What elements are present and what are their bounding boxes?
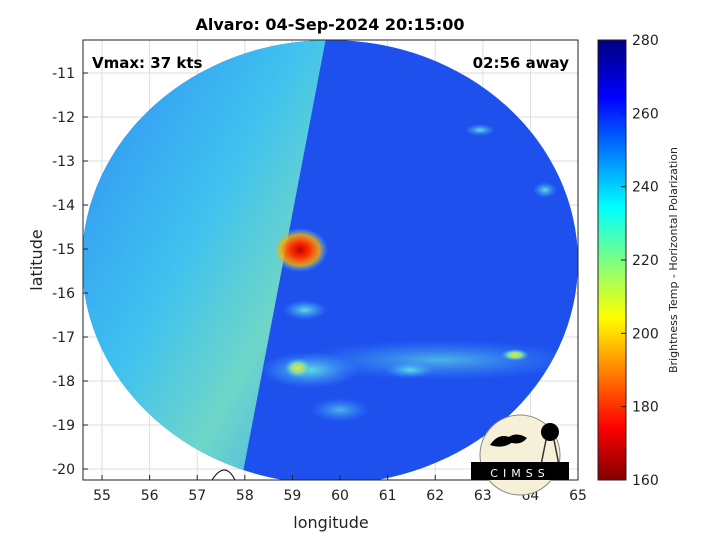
- y-tick-label: -13: [52, 154, 75, 170]
- y-tick-label: -20: [52, 462, 75, 478]
- logo-text: CIMSS: [490, 467, 549, 480]
- x-ticks: 55 56 57 58 59 60 61 62 63 64 65: [93, 475, 587, 504]
- x-tick-label: 56: [141, 488, 159, 504]
- x-tick-label: 59: [284, 488, 302, 504]
- x-tick-label: 57: [188, 488, 206, 504]
- x-tick-label: 65: [569, 488, 587, 504]
- plot-area: 55 56 57 58 59 60 61 62 63 64 65 -11-12-13-14-15-1…: [52, 39, 587, 504]
- y-tick-label: -16: [52, 286, 75, 302]
- y-tick-label: -11: [52, 66, 75, 82]
- cimss-logo: CIMSS: [471, 414, 569, 496]
- colorbar-label: Brightness Temp - Horizontal Polarizatio…: [667, 147, 680, 373]
- colorbar: 280 260 240 220 200 180 160 Brightness Temp - …: [597, 33, 680, 489]
- y-tick-label: -17: [52, 330, 75, 346]
- x-tick-label: 62: [426, 488, 444, 504]
- vmax-annotation: Vmax: 37 kts: [92, 54, 202, 72]
- x-tick-label: 55: [93, 488, 111, 504]
- y-tick-label: -14: [52, 198, 75, 214]
- colorbar-tick-label: 160: [632, 473, 659, 489]
- y-tick-label: -12: [52, 110, 75, 126]
- chart-title: Alvaro: 04-Sep-2024 20:15:00: [195, 15, 464, 34]
- y-tick-label: -19: [52, 418, 75, 434]
- satellite-image: [83, 40, 578, 480]
- y-axis-label: latitude: [27, 229, 46, 290]
- x-tick-label: 58: [236, 488, 254, 504]
- x-tick-label: 60: [331, 488, 349, 504]
- colorbar-tick-label: 280: [632, 33, 659, 49]
- left-swath: [83, 40, 326, 480]
- x-axis-label: longitude: [293, 513, 368, 532]
- y-ticks: -11 -12 -13 -14 -15 -16 -17 -18 -19 -20: [52, 66, 88, 478]
- colorbar-tick-label: 260: [632, 106, 659, 122]
- x-tick-label: 61: [379, 488, 397, 504]
- x-tick-label: 63: [474, 488, 492, 504]
- y-tick-label: -18: [52, 374, 75, 390]
- coastline: [211, 469, 236, 480]
- warm-core: [272, 228, 328, 272]
- colorbar-tick-label: 180: [632, 400, 659, 416]
- colorbar-tick-label: 240: [632, 180, 659, 196]
- time-away-annotation: 02:56 away: [473, 54, 570, 72]
- colorbar-tick-label: 220: [632, 253, 659, 269]
- y-tick-label: -15: [52, 242, 75, 258]
- colorbar-tick-label: 200: [632, 326, 659, 342]
